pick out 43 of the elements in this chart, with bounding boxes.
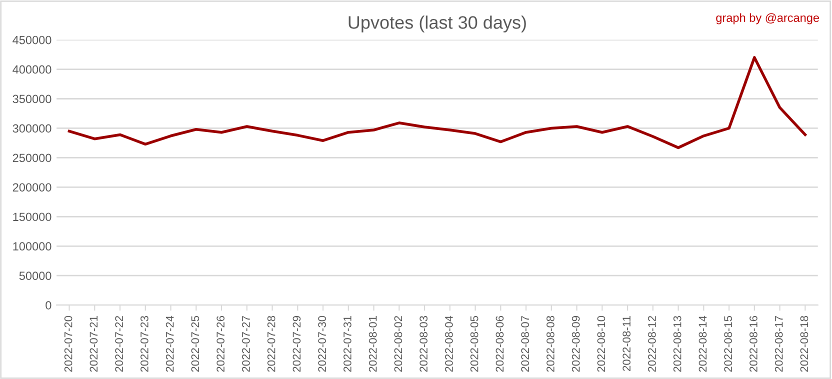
x-tick-label: 2022-08-08 xyxy=(546,316,554,372)
x-tick-label: 2022-08-15 xyxy=(724,316,732,372)
y-tick-label: 150000 xyxy=(13,212,52,222)
y-tick-label: 250000 xyxy=(12,154,52,162)
y-tick-label: 300000 xyxy=(12,124,52,133)
y-tick-label: 450000 xyxy=(12,36,52,44)
x-tick-label: 2022-08-05 xyxy=(470,316,478,372)
x-tick-label: 2022-07-28 xyxy=(267,316,276,372)
x-tick-label: 2022-08-10 xyxy=(597,316,606,372)
chart-title: Upvotes (last 30 days) xyxy=(348,16,526,32)
y-tick-label: 200000 xyxy=(12,183,52,192)
x-tick-label: 2022-08-09 xyxy=(572,316,580,372)
y-tick-label: 100000 xyxy=(13,242,52,251)
x-tick-label: 2022-08-03 xyxy=(420,316,428,372)
x-tick-label: 2022-08-14 xyxy=(698,316,707,372)
x-tick-label: 2022-08-16 xyxy=(750,316,758,372)
x-tick-label: 2022-07-30 xyxy=(318,316,326,372)
x-tick-label: 2022-07-26 xyxy=(216,316,225,372)
x-tick-label: 2022-08-04 xyxy=(445,316,453,372)
x-tick-label: 2022-07-24 xyxy=(166,316,174,372)
x-tick-label: 2022-08-07 xyxy=(521,316,530,372)
x-tick-label: 2022-08-06 xyxy=(496,316,504,372)
y-tick-label: 400000 xyxy=(12,65,52,74)
y-tick-label: 0 xyxy=(46,301,52,310)
x-tick-label: 2022-07-23 xyxy=(140,316,148,372)
x-tick-label: 2022-07-22 xyxy=(115,316,123,372)
y-tick-label: 350000 xyxy=(12,94,52,104)
x-tick-label: 2022-07-25 xyxy=(191,316,200,372)
x-tick-label: 2022-07-31 xyxy=(344,316,352,372)
x-tick-label: 2022-08-12 xyxy=(648,316,656,372)
x-tick-label: 2022-07-27 xyxy=(242,316,250,372)
line-series xyxy=(68,56,807,150)
x-tick-label: 2022-08-17 xyxy=(774,316,783,372)
x-tick-label: 2022-07-20 xyxy=(64,316,72,372)
x-tick-label: 2022-08-13 xyxy=(673,316,682,372)
y-tick-label: 50000 xyxy=(19,272,52,280)
x-tick-label: 2022-08-18 xyxy=(800,316,808,372)
x-tick-label: 2022-07-21 xyxy=(90,316,98,372)
x-tick-label: 2022-08-01 xyxy=(368,316,377,372)
x-tick-label: 2022-07-29 xyxy=(292,316,301,372)
text: graph by @arcange xyxy=(716,13,820,24)
x-tick-label: 2022-08-11 xyxy=(622,316,631,371)
x-tick-label: 2022-08-02 xyxy=(394,316,402,372)
